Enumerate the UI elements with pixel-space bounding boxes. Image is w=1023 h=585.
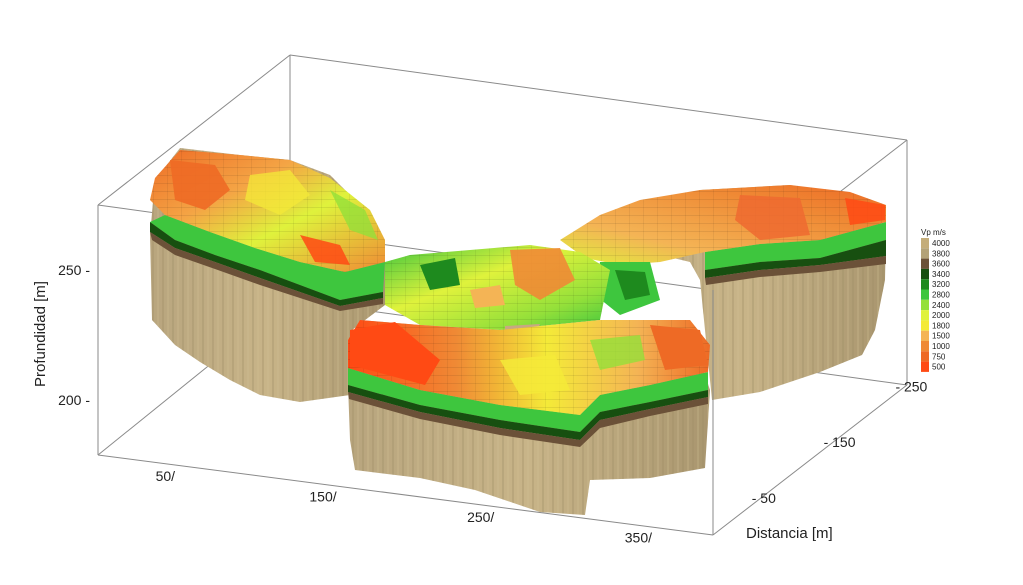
colorbar-swatch — [921, 279, 929, 290]
front-lobe — [348, 320, 710, 515]
colorbar-swatch — [921, 248, 929, 259]
colorbar-label: 1800 — [932, 321, 950, 330]
z-tick-label: - 250 — [895, 379, 927, 395]
colorbar-label: 1500 — [932, 332, 950, 341]
middle-section — [385, 245, 610, 338]
axes: Profundidad [m] 250 - 200 - 50/150/250/35… — [32, 262, 928, 546]
colorbar-swatch — [921, 268, 929, 280]
colorbar-label: 3400 — [932, 270, 950, 279]
colorbar-title: Vp m/s — [921, 228, 946, 237]
bounding-box-front — [97, 140, 908, 536]
colorbar-swatch — [921, 289, 929, 300]
x-tick-label: 150/ — [309, 489, 336, 505]
colorbar-swatch — [921, 310, 929, 321]
colorbar-swatch — [921, 258, 929, 269]
colorbar-swatch — [921, 361, 929, 372]
colorbar-swatch — [921, 238, 929, 249]
z-tick-label: - 50 — [752, 490, 776, 506]
x-tick-label: 50/ — [156, 468, 176, 484]
colorbar-label: 3600 — [932, 260, 950, 269]
y-tick-label: 250 - — [58, 262, 90, 278]
y-axis-title: Profundidad [m] — [32, 281, 49, 387]
z-axis-ticks: - 50 - 150 - 250 — [752, 379, 928, 506]
colorbar-label: 2000 — [932, 311, 950, 320]
x-tick-label: 250/ — [467, 509, 494, 525]
x-tick-label: 350/ — [625, 530, 652, 546]
colorbar-swatch — [921, 320, 929, 331]
y-axis-ticks: 250 - 200 - — [58, 262, 90, 408]
colorbar-swatch — [921, 330, 929, 341]
z-axis-title: Distancia [m] — [746, 525, 833, 542]
colorbar-label: 750 — [932, 352, 946, 361]
x-axis-ticks: 50/150/250/350/ — [156, 468, 653, 546]
colorbar-label: 1000 — [932, 342, 950, 351]
z-tick-label: - 150 — [824, 434, 856, 450]
y-tick-label: 200 - — [58, 392, 90, 408]
colorbar-swatch — [921, 341, 929, 352]
colorbar-swatch — [921, 351, 929, 362]
colorbar-label: 500 — [932, 363, 946, 372]
left-lobe — [150, 148, 385, 402]
colorbar-label: 4000 — [932, 239, 950, 248]
velocity-model-blocks — [150, 148, 886, 515]
right-lobe — [560, 185, 886, 400]
colorbar-label: 2400 — [932, 301, 950, 310]
velocity-colorbar: Vp m/s 400038003600340032002800240020001… — [921, 228, 950, 372]
colorbar-label: 3200 — [932, 280, 950, 289]
colorbar-swatch — [921, 299, 929, 311]
colorbar-label: 2800 — [932, 291, 950, 300]
colorbar-label: 3800 — [932, 249, 950, 258]
